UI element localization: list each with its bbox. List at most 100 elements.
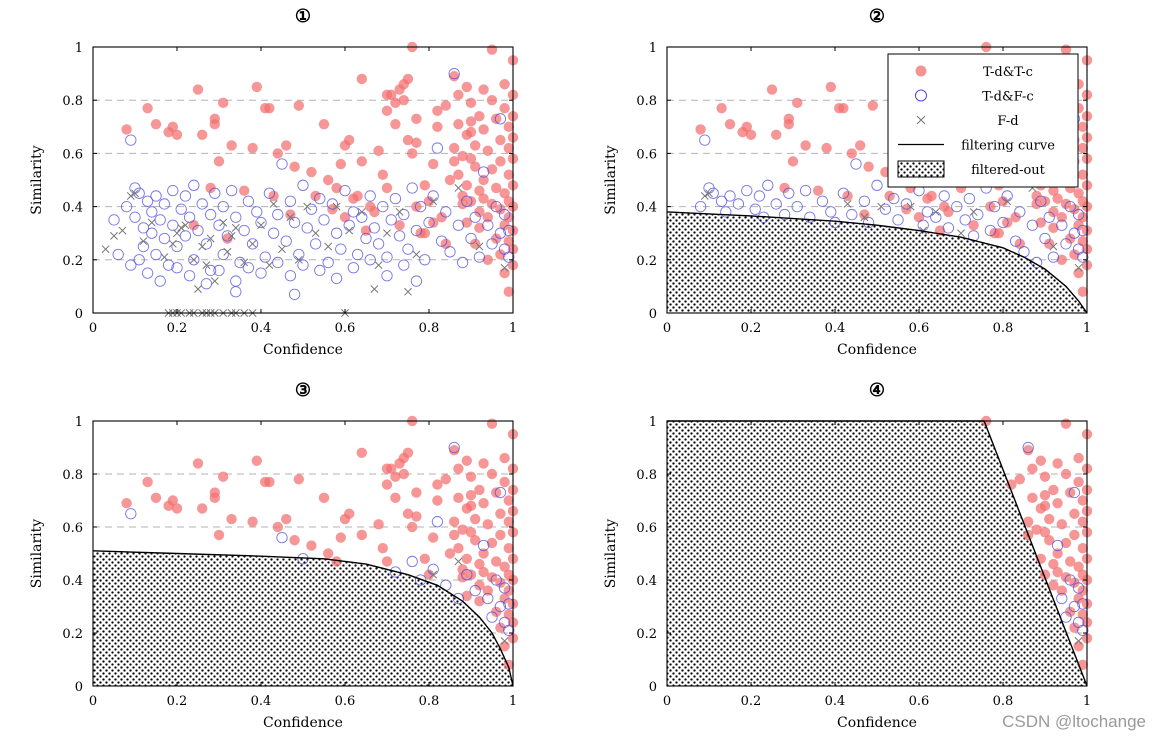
point-fd <box>227 231 236 240</box>
point-tdfc <box>862 216 875 229</box>
point-fd <box>957 229 965 238</box>
y-axis-label: Similarity <box>29 519 45 588</box>
point-tdfc <box>314 192 326 205</box>
point-tdtc <box>486 537 498 549</box>
point-tdtc <box>247 516 258 527</box>
point-tdfc <box>209 187 221 199</box>
point-tdfc <box>469 211 481 223</box>
axis-frame <box>92 420 514 687</box>
legend-entry-label: T-d&T-c <box>983 65 1033 80</box>
point-tdtc <box>1060 44 1072 55</box>
point-tdfc <box>825 206 837 218</box>
point-fd <box>118 226 127 235</box>
point-tdfc <box>364 190 376 202</box>
x-tick-label: 0.4 <box>251 321 272 336</box>
point-tdtc <box>1010 212 1021 223</box>
point-fd <box>257 221 265 230</box>
point-tdfc <box>494 113 507 125</box>
point-tdfc <box>200 278 213 290</box>
point-fd <box>404 287 412 296</box>
point-tdtc <box>381 105 393 117</box>
x-tick-label: 0.6 <box>335 321 356 336</box>
point-tdtc <box>318 492 330 504</box>
point-fd <box>240 258 249 267</box>
point-tdfc <box>1068 600 1081 613</box>
panel-1: ① 0 0.2 0.4 0.6 0.8 1 0 0.2 0.4 0.6 0.8 1 Confidence S… <box>29 6 519 358</box>
point-tdfc <box>1051 539 1064 552</box>
point-fd <box>500 636 509 645</box>
ring-marker-icon <box>915 89 927 102</box>
filtering-curve <box>666 211 1088 314</box>
point-fd <box>248 239 257 248</box>
point-fd <box>223 247 232 256</box>
point-tdtc <box>478 193 489 204</box>
point-tdtc <box>499 102 510 114</box>
point-tdfc <box>347 262 360 274</box>
point-tdfc <box>938 190 950 202</box>
point-tdtc <box>495 156 506 167</box>
point-tdtc <box>1052 497 1063 509</box>
point-tdfc <box>120 200 133 213</box>
point-fd <box>160 253 169 262</box>
point-tdtc <box>453 543 464 554</box>
point-tdfc <box>318 214 330 226</box>
point-tdfc <box>494 600 507 613</box>
point-tdtc <box>491 556 502 567</box>
point-tdfc <box>276 531 288 544</box>
point-tdtc <box>474 596 485 607</box>
point-tdtc <box>1014 474 1025 485</box>
point-tdtc <box>390 97 401 109</box>
point-fd <box>395 207 404 216</box>
point-tdtc <box>724 118 736 130</box>
point-tdtc <box>251 455 262 466</box>
point-tdtc <box>1073 476 1084 488</box>
point-tdtc <box>491 487 502 498</box>
point-tdtc <box>461 180 472 191</box>
y-tick-label: 0.6 <box>62 147 83 162</box>
y-axis-label: Similarity <box>29 145 45 214</box>
point-tdfc <box>997 216 1009 229</box>
point-fd <box>931 207 940 216</box>
point-tdtc <box>1039 490 1051 501</box>
point-tdtc <box>821 142 832 154</box>
point-tdtc <box>474 580 485 591</box>
point-tdtc <box>1060 537 1072 549</box>
point-tdfc <box>322 256 334 269</box>
point-fd <box>202 261 211 270</box>
point-tdtc <box>411 487 422 498</box>
point-tdtc <box>432 121 443 132</box>
point-tdtc <box>264 102 275 114</box>
axis-frame <box>666 420 1088 687</box>
y-tick-label: 0.4 <box>636 201 657 216</box>
point-tdfc <box>255 267 267 279</box>
point-tdtc <box>1073 641 1084 652</box>
point-tdfc <box>879 203 892 215</box>
point-tdtc <box>323 548 334 559</box>
cross-marker-icon <box>916 115 926 125</box>
x-tick-label: 1 <box>1083 321 1091 336</box>
point-tdfc <box>720 206 732 218</box>
point-tdtc <box>1065 233 1076 244</box>
point-tdtc <box>449 142 460 154</box>
point-tdtc <box>247 142 258 154</box>
point-fd <box>173 229 181 238</box>
point-tdfc <box>930 211 942 223</box>
panel-3: ③ 0 0.2 0.4 0.6 0.8 1 0 0.2 0.4 0.6 0.8 1 Confidence S… <box>29 380 519 731</box>
x-tick-label: 0 <box>663 321 671 336</box>
point-tdfc <box>204 208 217 221</box>
point-tdfc <box>246 238 259 250</box>
point-tdfc <box>783 187 795 199</box>
point-tdfc <box>217 248 229 261</box>
point-tdfc <box>225 184 238 197</box>
point-tdtc <box>482 519 493 530</box>
point-tdfc <box>171 262 183 274</box>
point-tdtc <box>281 513 292 525</box>
point-fd <box>206 234 215 243</box>
x-tick-label: 0.6 <box>335 694 356 709</box>
point-fd <box>324 242 333 251</box>
point-fd <box>110 231 118 240</box>
point-tdtc <box>377 169 388 180</box>
point-tdfc <box>482 592 494 605</box>
point-tdtc <box>503 286 514 297</box>
point-tdfc <box>1056 219 1068 231</box>
